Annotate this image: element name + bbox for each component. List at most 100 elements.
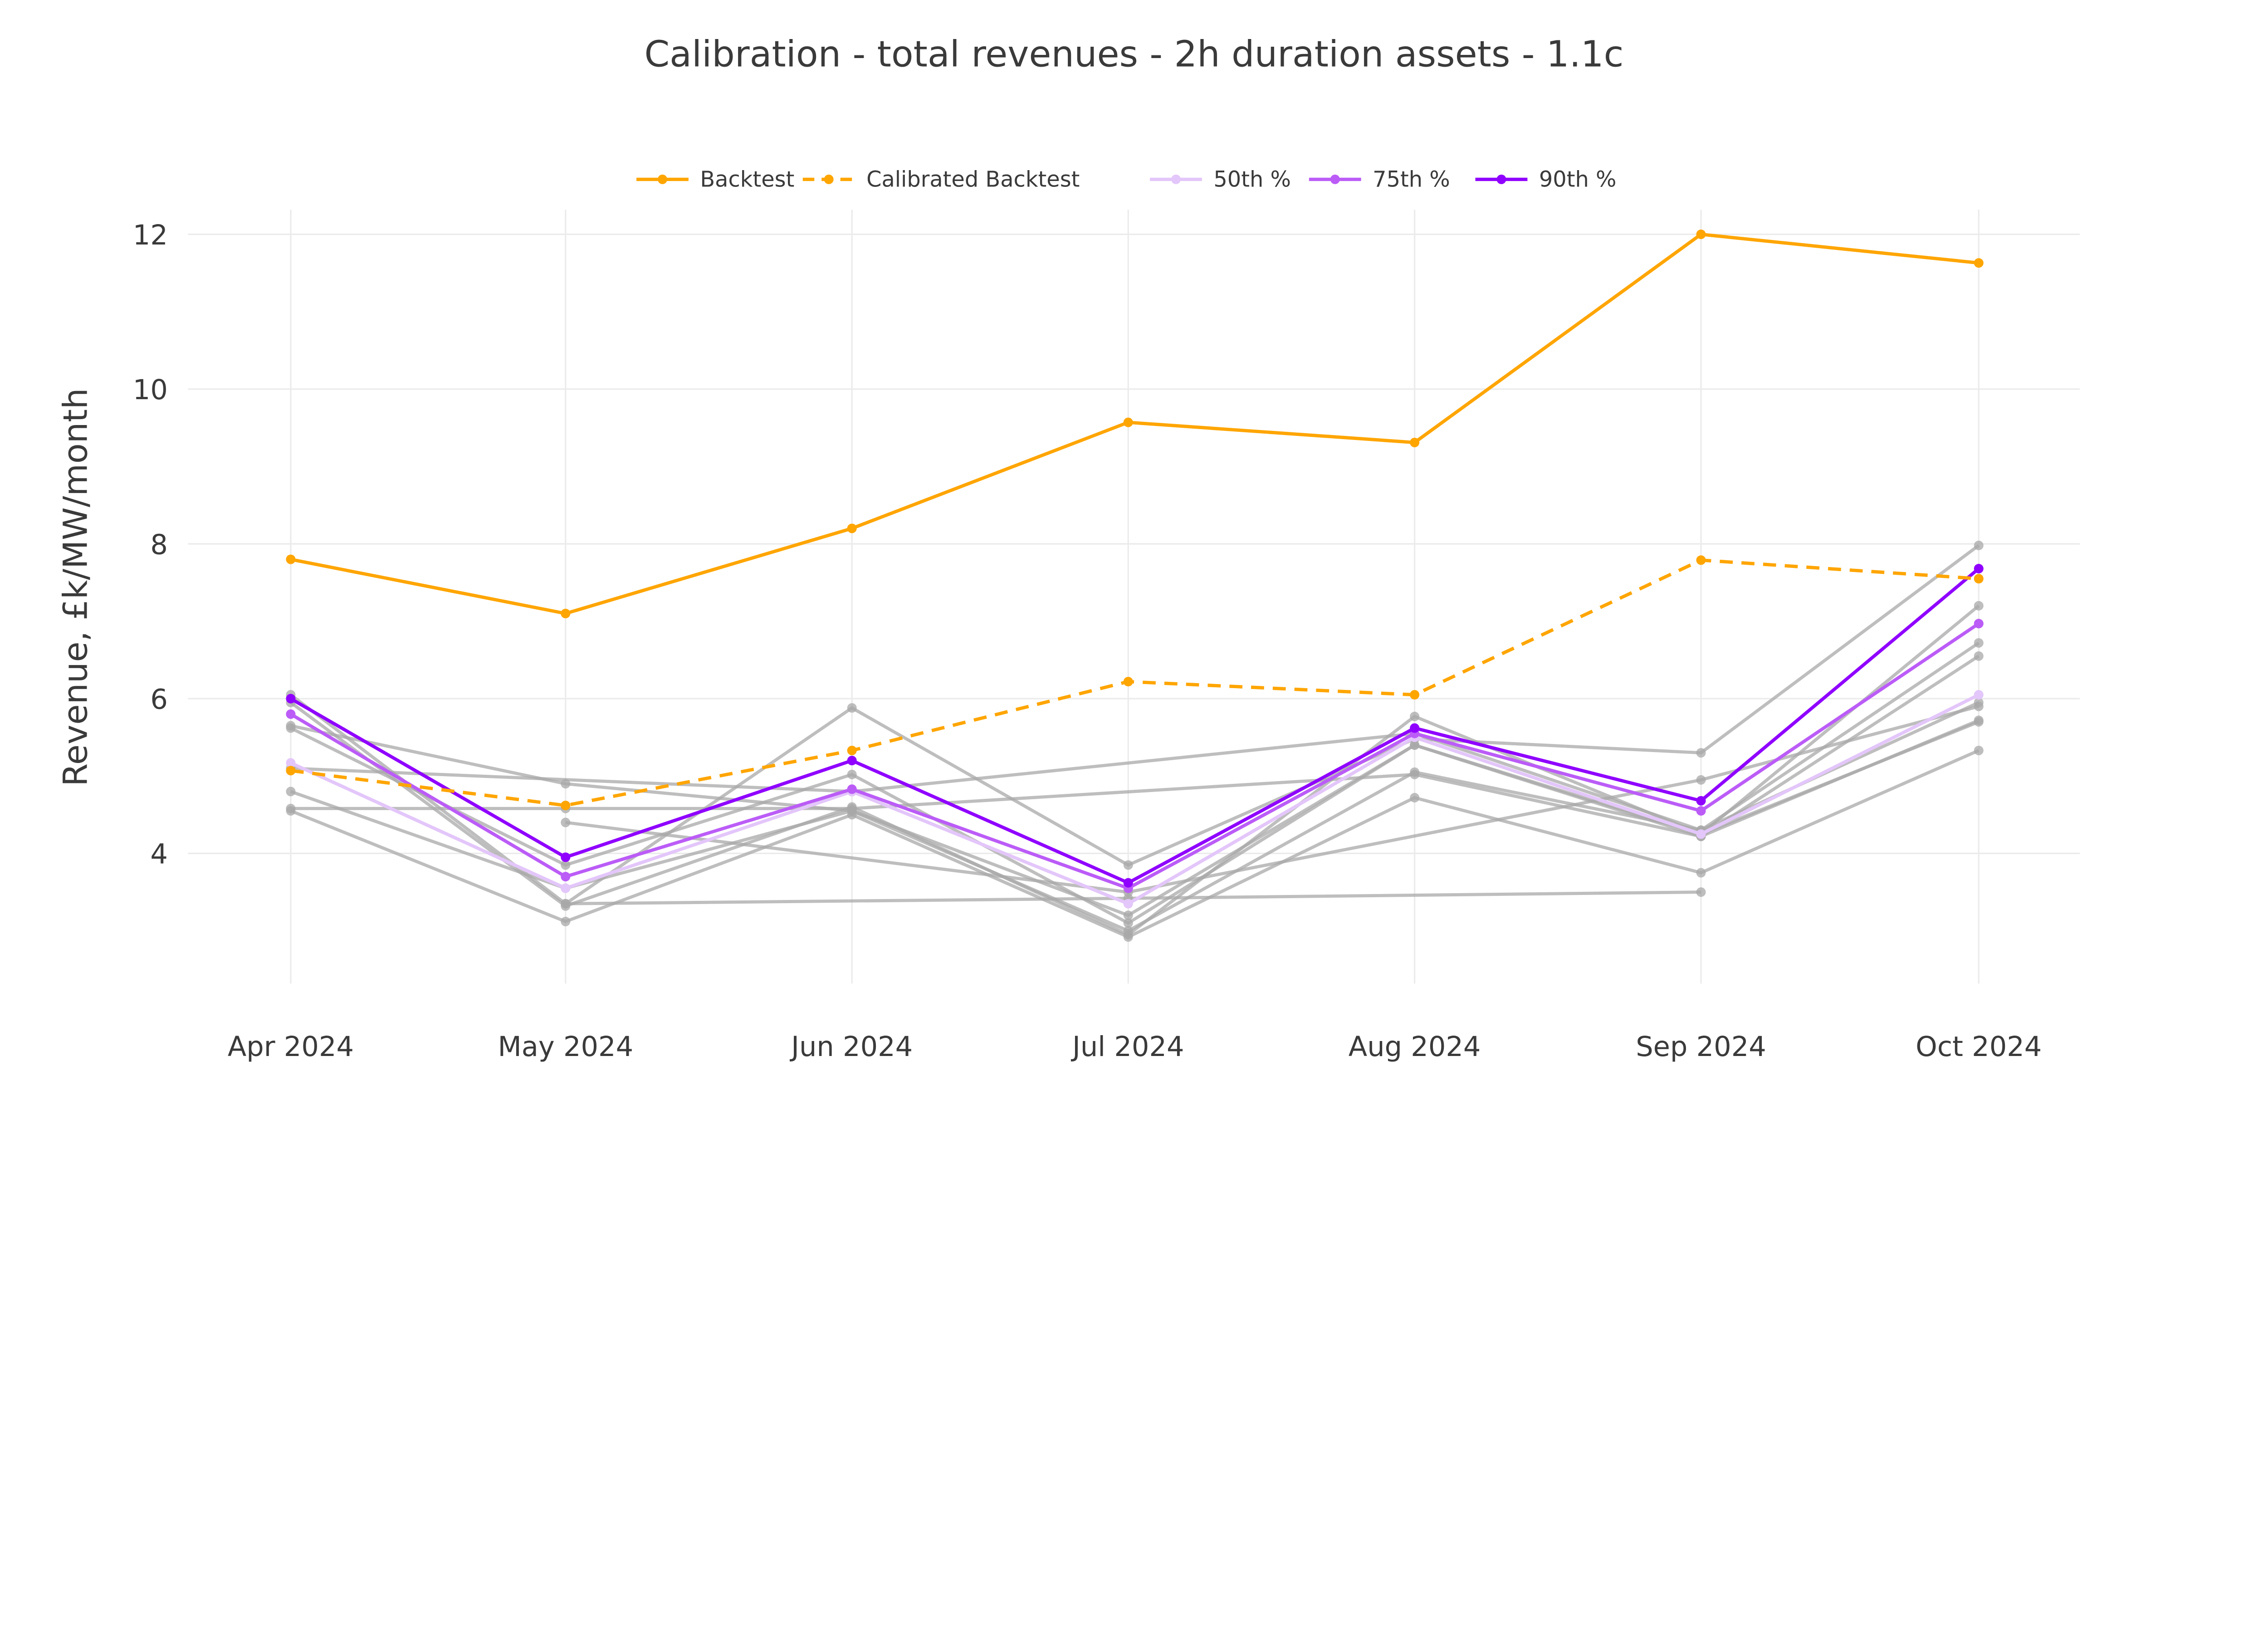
x-axis-ticks: Apr 2024 May 2024 Jun 2024 Jul 2024 Aug 2024… xyxy=(228,1031,2042,1063)
legend-label: Calibrated Backtest xyxy=(866,167,1080,192)
series-backtest-point xyxy=(1410,437,1420,448)
legend-swatch-marker xyxy=(824,174,834,184)
x-tick-label: May 2024 xyxy=(498,1031,633,1063)
background-series-point xyxy=(286,787,296,797)
background-series-point xyxy=(847,769,857,779)
series-90th--point xyxy=(561,852,571,862)
chart-title: Calibration - total revenues - 2h durati… xyxy=(645,33,1624,75)
background-series-point xyxy=(1696,775,1706,785)
background-series-line xyxy=(289,544,1980,906)
series-calibrated-backtest-point xyxy=(847,745,857,756)
x-tick-label: Jul 2024 xyxy=(1070,1031,1184,1063)
series-50th--point xyxy=(286,758,296,768)
background-series-point xyxy=(561,817,571,827)
legend-item[interactable]: Calibrated Backtest xyxy=(802,167,1080,192)
series-backtest-point xyxy=(1974,258,1984,268)
background-series-point xyxy=(561,860,571,870)
series-calibrated-backtest-point xyxy=(1410,690,1420,700)
background-series xyxy=(286,540,1984,942)
background-series-point xyxy=(1974,651,1984,661)
background-series-point xyxy=(1974,601,1984,611)
series-75th--line xyxy=(290,622,1980,890)
x-tick-label: Jun 2024 xyxy=(789,1031,913,1063)
y-tick-label: 6 xyxy=(150,684,168,716)
background-series-point xyxy=(847,810,857,820)
background-series-point xyxy=(1123,918,1133,928)
background-series-point xyxy=(286,723,296,733)
background-series-point xyxy=(847,703,857,713)
background-series-point xyxy=(1410,769,1420,779)
series-calibrated-backtest-point xyxy=(1123,677,1133,687)
background-series-point xyxy=(1974,701,1984,711)
background-series-point xyxy=(1696,868,1706,878)
legend-item[interactable]: 90th % xyxy=(1475,167,1617,192)
background-series-point xyxy=(1974,745,1984,756)
series-calibrated-backtest-point xyxy=(1696,555,1706,565)
series-90th--line xyxy=(290,567,1980,885)
series-50th--point xyxy=(1123,899,1133,909)
background-series-point xyxy=(1123,860,1133,870)
background-series-point xyxy=(1410,740,1420,750)
series-backtest-point xyxy=(286,554,296,564)
legend-label: Backtest xyxy=(700,167,794,192)
legend[interactable]: Backtest Calibrated Backtest 50th % 75th % 9… xyxy=(636,167,1616,192)
legend-label: 90th % xyxy=(1539,167,1617,192)
series-calibrated-backtest-line xyxy=(290,558,1979,807)
chart: Calibration - total revenues - 2h durati… xyxy=(56,33,2080,1063)
background-series-point xyxy=(1974,638,1984,648)
series-calibrated-backtest-point xyxy=(561,801,571,811)
legend-item[interactable]: Backtest xyxy=(636,167,794,192)
background-series-line xyxy=(290,701,1980,832)
series-calibrated-backtest-point xyxy=(1974,574,1984,584)
legend-swatch-marker xyxy=(1171,174,1181,184)
y-tick-label: 8 xyxy=(150,529,168,561)
background-series-point xyxy=(561,779,571,789)
legend-item[interactable]: 50th % xyxy=(1150,167,1291,192)
background-series-line xyxy=(290,719,1980,838)
background-series-point xyxy=(286,806,296,816)
background-series-point xyxy=(1974,715,1984,725)
background-series-point xyxy=(1410,711,1420,721)
background-series-point xyxy=(561,899,571,909)
series-90th--point xyxy=(1696,796,1706,806)
main-series xyxy=(286,230,1984,909)
background-series-point xyxy=(1696,748,1706,758)
series-calibrated-backtest-point xyxy=(286,766,296,776)
series-50th--point xyxy=(561,883,571,893)
background-series-point xyxy=(1123,932,1133,942)
series-50th--point xyxy=(1974,690,1984,700)
series-75th--point xyxy=(561,872,571,882)
series-backtest-point xyxy=(561,608,571,619)
series-backtest-line xyxy=(290,232,1979,616)
series-90th--point xyxy=(1123,878,1133,888)
series-backtest-point xyxy=(1696,230,1706,240)
series-75th--point xyxy=(1696,806,1706,816)
series-50th--point xyxy=(1696,829,1706,839)
series-90th--point xyxy=(1410,723,1420,733)
series-backtest-point xyxy=(847,523,857,533)
series-75th--point xyxy=(286,709,296,719)
x-tick-label: Apr 2024 xyxy=(228,1031,354,1063)
series-75th--point xyxy=(1974,619,1984,629)
legend-item[interactable]: 75th % xyxy=(1309,167,1450,192)
background-series-point xyxy=(1974,540,1984,550)
background-series-line xyxy=(565,704,1980,894)
x-tick-label: Sep 2024 xyxy=(1636,1031,1766,1063)
y-tick-label: 12 xyxy=(133,220,168,251)
y-axis-label: Revenue, £k/MW/month xyxy=(56,388,95,787)
legend-swatch-marker xyxy=(1496,174,1506,184)
background-series-point xyxy=(1410,793,1420,803)
background-series-point xyxy=(1696,887,1706,897)
series-50th--line xyxy=(290,693,1980,906)
series-90th--point xyxy=(286,694,296,704)
legend-swatch-marker xyxy=(1330,174,1340,184)
background-series-point xyxy=(561,916,571,927)
background-series-point xyxy=(1123,910,1133,920)
x-tick-label: Oct 2024 xyxy=(1916,1031,2042,1063)
gridlines xyxy=(188,210,2080,984)
legend-label: 75th % xyxy=(1373,167,1450,192)
series-90th--point xyxy=(1974,564,1984,574)
series-backtest-point xyxy=(1123,417,1133,427)
legend-swatch-marker xyxy=(657,174,667,184)
series-90th--point xyxy=(847,756,857,766)
